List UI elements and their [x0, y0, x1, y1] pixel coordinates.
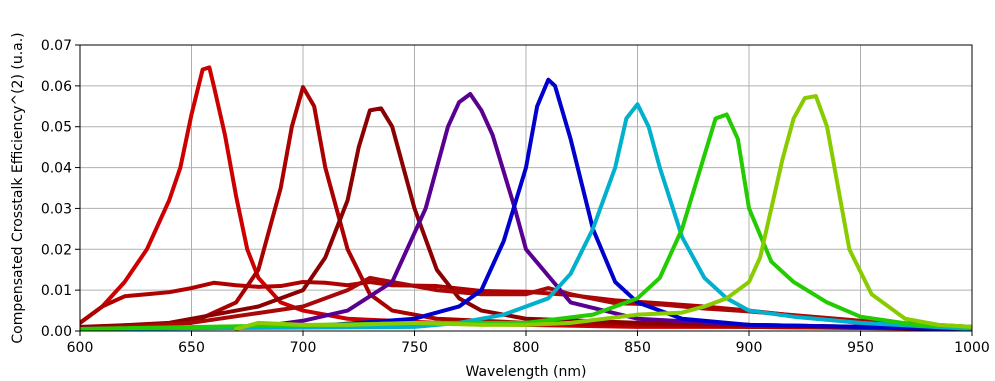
series-line-7 — [80, 77, 972, 331]
x-tick-label: 900 — [736, 340, 763, 356]
series-line-4 — [80, 106, 972, 331]
y-tick-label: 0.05 — [41, 120, 72, 136]
series-line-10 — [234, 94, 972, 331]
x-axis-label: Wavelength (nm) — [466, 364, 587, 380]
x-tick-label: 950 — [847, 340, 874, 356]
series-layer — [80, 65, 972, 331]
y-tick-label: 0.03 — [41, 201, 72, 217]
y-axis-ticks: 0.00 0.01 0.02 0.03 0.04 0.05 0.06 0.07 — [41, 38, 80, 340]
series-line-1 — [80, 65, 972, 331]
y-tick-label: 0.07 — [41, 38, 72, 54]
series-line-5 — [80, 275, 972, 331]
y-tick-label: 0.04 — [41, 161, 72, 177]
x-tick-label: 700 — [290, 340, 317, 356]
x-tick-label: 800 — [513, 340, 540, 356]
x-tick-label: 850 — [624, 340, 651, 356]
series-line-9 — [80, 112, 972, 331]
x-tick-label: 750 — [401, 340, 428, 356]
x-tick-label: 600 — [67, 340, 94, 356]
x-tick-label: 1000 — [954, 340, 990, 356]
y-axis-label: Compensated Crosstalk Efficiency^(2) (u.… — [10, 32, 26, 343]
y-tick-label: 0.06 — [41, 79, 72, 95]
y-tick-label: 0.02 — [41, 242, 72, 258]
x-axis-ticks: 600 650 700 750 800 850 900 950 1000 — [67, 331, 990, 356]
series-line-6 — [80, 92, 972, 331]
y-tick-label: 0.00 — [41, 324, 72, 340]
series-line-8 — [80, 102, 972, 331]
y-tick-label: 0.01 — [41, 283, 72, 299]
x-tick-label: 650 — [178, 340, 205, 356]
